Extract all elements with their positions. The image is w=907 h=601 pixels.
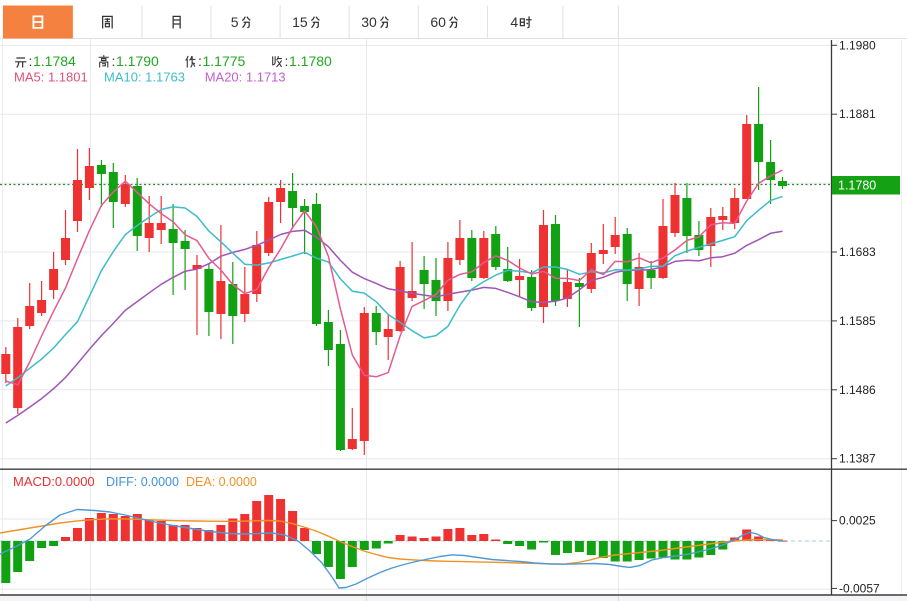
svg-text:DEA: 0.0000: DEA: 0.0000 xyxy=(186,475,257,489)
svg-text:1.1683: 1.1683 xyxy=(839,245,876,259)
svg-text:1.1780: 1.1780 xyxy=(838,179,876,193)
svg-text:1.1784: 1.1784 xyxy=(33,53,76,69)
svg-text:DIFF: 0.0000: DIFF: 0.0000 xyxy=(106,475,179,489)
svg-text:MACD:0.0000: MACD:0.0000 xyxy=(13,474,95,489)
svg-text:30: 30 xyxy=(361,14,377,30)
svg-text:1.1790: 1.1790 xyxy=(116,53,159,69)
svg-text:1.1486: 1.1486 xyxy=(839,383,876,397)
svg-text:1.1387: 1.1387 xyxy=(839,452,876,466)
svg-text::: : xyxy=(29,53,33,69)
svg-text:-0.0057: -0.0057 xyxy=(839,581,880,595)
svg-text::: : xyxy=(285,53,289,69)
svg-text:1.1881: 1.1881 xyxy=(839,107,876,121)
svg-text:60: 60 xyxy=(430,14,446,30)
svg-text:MA10: 1.1763: MA10: 1.1763 xyxy=(104,70,185,85)
svg-text:1.1775: 1.1775 xyxy=(203,53,246,69)
svg-text::: : xyxy=(198,53,202,69)
svg-text:4: 4 xyxy=(510,14,518,30)
svg-text:0.0025: 0.0025 xyxy=(839,514,876,528)
svg-text:1.1585: 1.1585 xyxy=(839,314,876,328)
svg-text:5: 5 xyxy=(231,14,239,30)
svg-text:MA5: 1.1801: MA5: 1.1801 xyxy=(14,70,88,85)
svg-text:1.1780: 1.1780 xyxy=(289,53,332,69)
svg-text:1.1980: 1.1980 xyxy=(839,38,876,52)
svg-text:MA20: 1.1713: MA20: 1.1713 xyxy=(205,70,286,85)
svg-text::: : xyxy=(112,53,116,69)
svg-text:15: 15 xyxy=(292,14,308,30)
